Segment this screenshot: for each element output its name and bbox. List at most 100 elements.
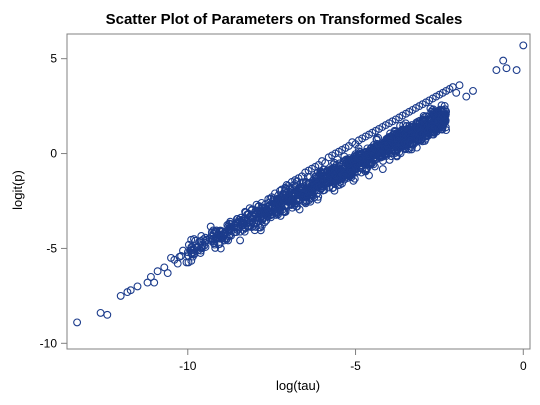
data-point	[305, 187, 314, 196]
data-point	[437, 111, 446, 120]
y-tick-label: -10	[40, 336, 58, 350]
data-point	[96, 308, 105, 317]
data-point	[177, 252, 186, 260]
data-point	[313, 195, 322, 204]
data-point	[335, 165, 344, 174]
data-point	[417, 135, 425, 144]
data-point	[499, 56, 508, 65]
data-point	[369, 151, 378, 159]
plot-frame	[66, 33, 531, 350]
data-point	[103, 310, 112, 319]
data-point	[309, 182, 317, 191]
data-point	[372, 155, 381, 164]
data-point	[321, 159, 330, 167]
data-point	[385, 155, 394, 164]
data-point	[332, 171, 340, 180]
data-point	[211, 243, 220, 252]
data-point	[163, 269, 172, 278]
data-point	[400, 138, 409, 147]
x-tick-label: 0	[520, 359, 527, 373]
data-point	[321, 177, 330, 186]
data-point	[236, 236, 245, 245]
data-point	[428, 124, 437, 133]
axis-ticks: -10 -5 0 -10 -5 0 5	[40, 52, 527, 373]
data-point	[304, 186, 312, 195]
data-point	[385, 148, 394, 157]
data-point	[330, 172, 339, 181]
data-point	[378, 165, 387, 174]
data-point	[492, 66, 501, 75]
data-point	[401, 129, 410, 138]
data-point	[502, 64, 511, 73]
data-point	[150, 278, 159, 287]
data-point	[372, 135, 381, 144]
data-point	[260, 200, 269, 209]
data-point	[267, 210, 276, 219]
data-point	[312, 180, 321, 189]
data-point	[339, 157, 348, 166]
data-point	[160, 263, 169, 272]
data-point	[250, 208, 259, 217]
data-point	[426, 113, 435, 122]
data-point	[405, 124, 414, 133]
data-point	[251, 222, 260, 231]
data-point	[254, 208, 263, 217]
data-point	[133, 282, 142, 291]
data-point	[197, 244, 206, 253]
data-point	[279, 195, 288, 204]
x-axis-label: log(tau)	[276, 378, 320, 393]
data-point	[258, 214, 267, 223]
data-points	[73, 41, 528, 327]
data-point	[350, 155, 359, 164]
data-point	[294, 193, 303, 202]
data-point	[364, 151, 373, 160]
chart-title: Scatter Plot of Parameters on Transforme…	[106, 11, 463, 28]
data-point	[396, 149, 405, 158]
data-point	[423, 127, 432, 136]
data-point	[407, 134, 416, 143]
data-point	[317, 185, 326, 193]
y-tick-label: -5	[46, 241, 57, 255]
data-point	[254, 216, 263, 225]
data-point	[391, 140, 400, 149]
data-point	[392, 144, 401, 153]
data-point	[519, 41, 528, 50]
x-tick-label: -10	[179, 359, 197, 373]
data-point	[295, 205, 304, 214]
data-point	[438, 123, 447, 131]
data-point	[200, 238, 209, 247]
data-point	[116, 291, 125, 300]
data-point	[210, 240, 219, 249]
data-point	[390, 126, 399, 135]
data-point	[356, 154, 364, 163]
data-point	[187, 249, 196, 258]
data-point	[173, 259, 182, 268]
data-point	[298, 184, 307, 193]
data-point	[412, 120, 421, 129]
data-point	[274, 191, 283, 200]
data-point	[366, 144, 375, 153]
data-point	[126, 286, 135, 295]
data-point	[412, 135, 421, 143]
data-point	[378, 139, 386, 148]
y-tick-label: 5	[50, 52, 57, 66]
data-point	[346, 166, 355, 175]
y-tick-label: 0	[50, 147, 57, 161]
data-point	[190, 235, 198, 244]
data-point	[330, 166, 339, 175]
data-point	[313, 177, 322, 185]
data-point	[452, 88, 461, 97]
data-point	[356, 151, 365, 160]
x-tick-label: -5	[350, 359, 361, 373]
data-point	[370, 162, 379, 171]
data-point	[153, 267, 162, 276]
data-point	[271, 202, 279, 211]
data-point	[190, 250, 199, 259]
data-point	[399, 121, 408, 130]
data-point	[469, 86, 477, 95]
data-point	[512, 66, 521, 75]
data-point	[462, 92, 471, 101]
data-point	[441, 117, 449, 126]
data-point	[247, 223, 256, 232]
